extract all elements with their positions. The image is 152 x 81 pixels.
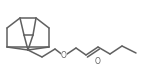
Text: O: O: [61, 52, 67, 61]
Text: O: O: [95, 58, 101, 67]
